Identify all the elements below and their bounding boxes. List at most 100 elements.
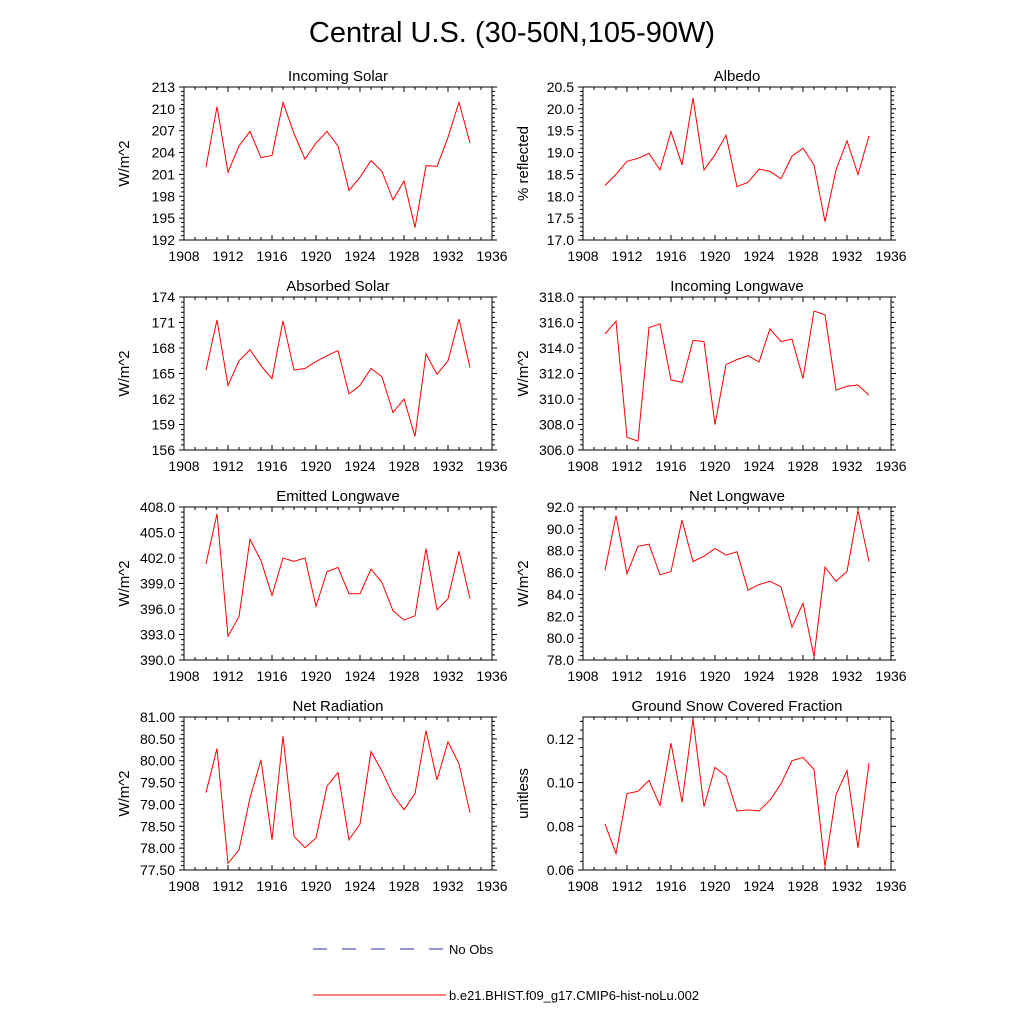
- x-tick-label: 1912: [611, 878, 642, 894]
- x-tick-label: 1932: [432, 668, 463, 684]
- plot-frame: [183, 716, 493, 871]
- x-tick-label: 1916: [655, 878, 686, 894]
- y-axis-label: W/m^2: [116, 560, 133, 606]
- x-tick-label: 1916: [256, 668, 287, 684]
- x-tick-label: 1916: [655, 458, 686, 474]
- x-tick-label: 1908: [168, 878, 199, 894]
- y-tick-label: 399.0: [140, 576, 175, 592]
- panel-emitted-longwave: Emitted Longwave W/m^2 1908 1912 1916 1920 192…: [116, 488, 508, 684]
- x-tick-label: 1912: [611, 248, 642, 264]
- x-tick-label: 1936: [476, 878, 507, 894]
- y-tick-label: 84.0: [547, 586, 574, 602]
- y-tick-label: 316.0: [539, 315, 574, 331]
- x-tick-label: 1920: [300, 668, 331, 684]
- panel-title: Net Radiation: [293, 698, 384, 715]
- y-axis-label: W/m^2: [116, 350, 133, 396]
- y-tick-label: 213: [152, 79, 176, 95]
- series-line-incoming-solar: [205, 100, 471, 228]
- y-tick-label: 310.0: [539, 391, 574, 407]
- series-line-albedo: [604, 97, 870, 222]
- panel-net-longwave: Net Longwave W/m^2 1908 1912 1916 1920 1924 192…: [515, 488, 907, 684]
- y-tick-label: 78.50: [140, 818, 175, 834]
- y-tick-label: 312.0: [539, 366, 574, 382]
- panel-grid: Incoming Solar W/m^2 1908 1912 1916 1920 1924 1…: [116, 68, 907, 894]
- y-tick-label: 159: [152, 417, 176, 433]
- x-tick-label: 1924: [743, 458, 774, 474]
- panel-absorbed-solar: Absorbed Solar W/m^2 1908 1912 1916 1920 1924 1…: [116, 278, 508, 474]
- y-tick-label: 0.08: [547, 818, 574, 834]
- y-tick-label: 77.50: [140, 862, 175, 878]
- plot-frame: [582, 296, 892, 451]
- y-tick-label: 165: [152, 366, 176, 382]
- y-tick-label: 20.5: [547, 79, 574, 95]
- x-tick-label: 1928: [787, 668, 818, 684]
- x-tick-label: 1928: [388, 458, 419, 474]
- x-tick-label: 1912: [212, 248, 243, 264]
- x-tick-label: 1928: [787, 878, 818, 894]
- x-tick-label: 1932: [831, 878, 862, 894]
- x-tick-label: 1928: [388, 878, 419, 894]
- y-tick-label: 80.50: [140, 731, 175, 747]
- y-tick-label: 0.06: [547, 862, 574, 878]
- x-tick-label: 1908: [567, 668, 598, 684]
- x-tick-label: 1920: [699, 668, 730, 684]
- y-tick-label: 308.0: [539, 417, 574, 433]
- series-line-absorbed-solar: [205, 318, 471, 437]
- x-tick-label: 1928: [388, 248, 419, 264]
- series-line-net-radiation: [205, 730, 471, 865]
- series-line-net-longwave: [604, 510, 870, 657]
- y-tick-label: 405.0: [140, 525, 175, 541]
- y-tick-label: 92.0: [547, 499, 574, 515]
- x-tick-label: 1908: [168, 668, 199, 684]
- panel-title: Net Longwave: [689, 488, 785, 505]
- panel-title: Albedo: [714, 68, 761, 85]
- y-axis-label: unitless: [515, 768, 532, 819]
- y-tick-label: 20.0: [547, 101, 574, 117]
- y-tick-label: 18.0: [547, 188, 574, 204]
- panel-incoming-longwave: Incoming Longwave W/m^2 1908 1912 1916 1920 19…: [515, 278, 907, 474]
- y-tick-label: 306.0: [539, 442, 574, 458]
- x-tick-label: 1928: [388, 668, 419, 684]
- y-tick-label: 80.00: [140, 753, 175, 769]
- panel-title: Incoming Solar: [288, 68, 388, 85]
- x-tick-label: 1912: [212, 878, 243, 894]
- legend-no-obs-label: No Obs: [449, 942, 494, 957]
- y-tick-label: 17.5: [547, 210, 574, 226]
- x-tick-label: 1916: [655, 248, 686, 264]
- y-tick-label: 198: [152, 188, 176, 204]
- y-tick-label: 88.0: [547, 543, 574, 559]
- x-tick-label: 1924: [743, 878, 774, 894]
- x-tick-label: 1932: [831, 248, 862, 264]
- x-tick-label: 1924: [344, 458, 375, 474]
- y-axis-label: W/m^2: [515, 350, 532, 396]
- panel-net-radiation: Net Radiation W/m^2 1908 1912 1916 1920 1924 19…: [116, 698, 508, 894]
- x-tick-label: 1936: [476, 668, 507, 684]
- y-tick-label: 78.0: [547, 652, 574, 668]
- y-tick-label: 19.5: [547, 123, 574, 139]
- y-tick-label: 171: [152, 315, 176, 331]
- panel-title: Incoming Longwave: [670, 278, 803, 295]
- y-tick-label: 210: [152, 101, 176, 117]
- y-axis-label: W/m^2: [116, 770, 133, 816]
- x-tick-label: 1932: [432, 878, 463, 894]
- x-tick-label: 1936: [476, 458, 507, 474]
- y-tick-label: 168: [152, 340, 176, 356]
- x-tick-label: 1936: [875, 668, 906, 684]
- plot-frame: [183, 506, 493, 661]
- y-tick-label: 90.0: [547, 521, 574, 537]
- x-tick-label: 1920: [300, 458, 331, 474]
- x-tick-label: 1924: [344, 668, 375, 684]
- y-tick-label: 18.5: [547, 166, 574, 182]
- y-tick-label: 390.0: [140, 652, 175, 668]
- x-tick-label: 1916: [655, 668, 686, 684]
- y-tick-label: 19.0: [547, 145, 574, 161]
- x-tick-label: 1932: [432, 248, 463, 264]
- x-tick-label: 1928: [787, 458, 818, 474]
- y-axis-label: W/m^2: [116, 140, 133, 186]
- x-tick-label: 1936: [875, 248, 906, 264]
- x-tick-label: 1920: [699, 248, 730, 264]
- y-tick-label: 195: [152, 210, 176, 226]
- panel-ground-snow-covered-fraction: Ground Snow Covered Fraction unitless 1908…: [515, 698, 907, 894]
- panel-incoming-solar: Incoming Solar W/m^2 1908 1912 1916 1920 1924 1…: [116, 68, 508, 264]
